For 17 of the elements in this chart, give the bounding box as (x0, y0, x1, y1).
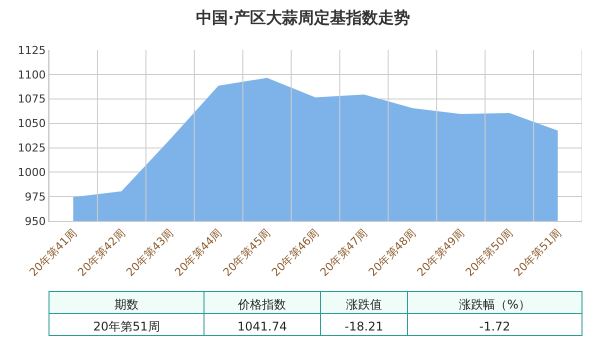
text: -1.72 (479, 319, 510, 334)
y-tick-label: 1125 (18, 44, 46, 57)
text: 涨跌值 (346, 297, 382, 312)
y-tick-label: 1025 (18, 142, 46, 155)
y-tick-label: 950 (24, 214, 46, 228)
text: 期数 (114, 297, 139, 312)
text: -18.21 (344, 319, 384, 334)
y-tick-label: 1075 (18, 92, 46, 106)
y-tick-label: 1050 (18, 117, 46, 130)
text: 20年第51周 (93, 319, 160, 334)
y-tick-label: 1100 (18, 68, 46, 82)
text: 1041.74 (237, 319, 288, 334)
y-tick-label: 1000 (18, 166, 46, 180)
chart-title: 中国·产区大蒜周定基指数走势 (196, 8, 410, 28)
y-tick-label: 975 (24, 190, 46, 204)
text: 价格指数 (237, 297, 286, 312)
text: 涨跌幅（%） (459, 297, 530, 312)
